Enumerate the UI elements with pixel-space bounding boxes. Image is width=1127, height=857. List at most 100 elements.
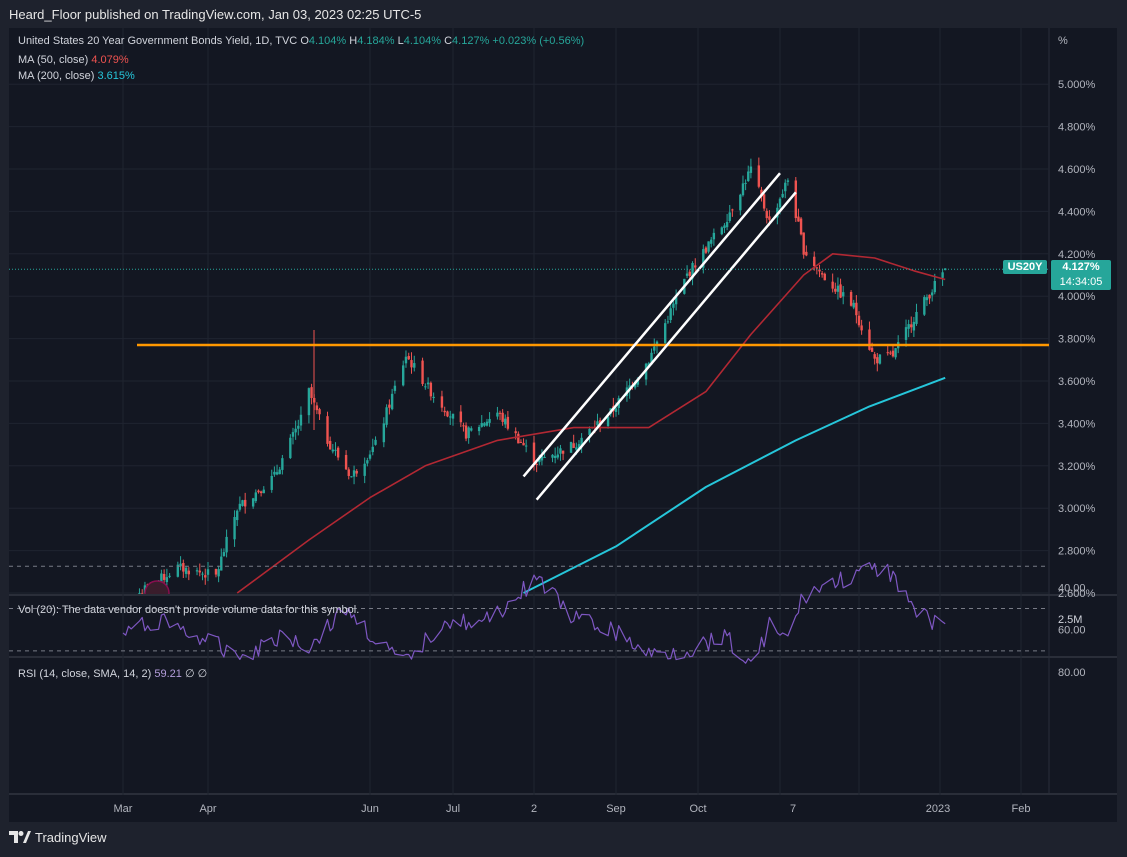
candle <box>768 216 771 220</box>
candle <box>393 385 397 391</box>
rsi-extra-2: ∅ <box>197 668 208 680</box>
candle <box>291 432 295 437</box>
candle <box>784 182 787 192</box>
candle <box>259 491 263 494</box>
candle <box>214 568 218 575</box>
candle <box>805 251 808 256</box>
candle <box>517 433 520 444</box>
volume-axis-label: 2.5M <box>1058 614 1083 626</box>
candle <box>941 272 944 278</box>
candle <box>834 288 837 292</box>
candle <box>561 450 565 454</box>
candle <box>655 341 659 346</box>
x-tick-label: Jul <box>446 803 460 815</box>
candle <box>451 413 455 419</box>
candle <box>904 327 908 340</box>
candle <box>762 194 766 209</box>
change-value: +0.023% (+0.56%) <box>492 35 585 47</box>
candle <box>299 414 303 426</box>
candle <box>891 350 895 357</box>
candle <box>813 256 816 267</box>
candle <box>243 499 247 507</box>
candle <box>606 416 610 427</box>
candle <box>543 456 546 458</box>
publisher-header: Heard_Floor published on TradingView.com… <box>0 0 1127 28</box>
low-label: L <box>397 35 404 47</box>
ma200-legend[interactable]: MA (200, close) 3.615% <box>18 70 135 82</box>
x-tick-label: Sep <box>606 803 626 815</box>
candle <box>222 552 226 557</box>
candle <box>464 425 468 439</box>
candle <box>310 387 313 398</box>
candle <box>559 448 562 454</box>
y-tick-label: 4.000% <box>1058 291 1096 303</box>
candle <box>704 247 708 253</box>
candle <box>815 267 819 269</box>
rsi-tick-label: 40.00 <box>1058 582 1086 594</box>
candle <box>220 556 223 571</box>
candle <box>233 517 236 540</box>
candle <box>923 297 926 315</box>
ma200-line <box>523 376 946 594</box>
candle <box>179 563 182 567</box>
candle <box>429 382 433 397</box>
candle <box>413 363 416 368</box>
rsi-label: RSI (14, close, SMA, 14, 2) <box>18 668 152 680</box>
candle <box>928 294 931 299</box>
candle <box>551 454 554 458</box>
candle <box>731 209 734 211</box>
candle <box>363 463 366 476</box>
rsi-extra-1: ∅ <box>184 668 195 680</box>
candle <box>407 356 410 360</box>
ma50-legend[interactable]: MA (50, close) 4.079% <box>18 54 129 66</box>
rsi-legend[interactable]: RSI (14, close, SMA, 14, 2) 59.21 ∅ ∅ <box>18 667 207 680</box>
candle <box>820 273 824 275</box>
candle <box>580 437 583 448</box>
symbol-legend[interactable]: United States 20 Year Government Bonds Y… <box>18 35 584 47</box>
candle <box>849 291 853 306</box>
candle <box>723 225 726 229</box>
candle <box>765 210 768 219</box>
candle <box>254 492 258 502</box>
candle <box>440 396 444 408</box>
candle <box>778 198 782 208</box>
candle <box>915 311 918 324</box>
candle <box>794 180 797 219</box>
candle <box>273 471 276 475</box>
candle <box>786 180 790 182</box>
candle <box>836 285 840 292</box>
candle <box>674 296 678 305</box>
candle <box>873 354 876 359</box>
rsi-tick-label: 80.00 <box>1058 667 1086 679</box>
x-tick-label: Oct <box>689 803 706 815</box>
candle <box>831 281 834 289</box>
tradingview-logo-icon <box>9 831 31 846</box>
candle <box>217 569 220 577</box>
chart-frame[interactable] <box>9 28 1117 822</box>
channel-line <box>522 172 781 478</box>
y-tick-label: 2.600% <box>1058 588 1096 600</box>
candle <box>760 189 763 197</box>
candle <box>907 324 910 329</box>
candle <box>350 476 353 478</box>
candle <box>347 469 350 476</box>
candle <box>374 439 377 445</box>
candle <box>176 564 180 577</box>
close-value: 4.127% <box>452 35 490 47</box>
candle <box>894 348 897 358</box>
candle <box>270 475 273 490</box>
price-badge-value: 4.127% <box>1062 261 1100 273</box>
candle <box>889 352 892 354</box>
candle <box>368 454 372 459</box>
candle <box>315 405 319 411</box>
high-value: 4.184% <box>357 35 395 47</box>
main-plot <box>137 157 1049 594</box>
candle <box>198 570 201 573</box>
candle <box>307 388 311 416</box>
candle <box>852 302 855 308</box>
candle <box>138 593 141 594</box>
candle <box>577 444 581 449</box>
price-badge: 4.127% 14:34:05 <box>1051 260 1111 290</box>
volume-legend[interactable]: Vol (20): The data vendor doesn't provid… <box>18 604 359 616</box>
